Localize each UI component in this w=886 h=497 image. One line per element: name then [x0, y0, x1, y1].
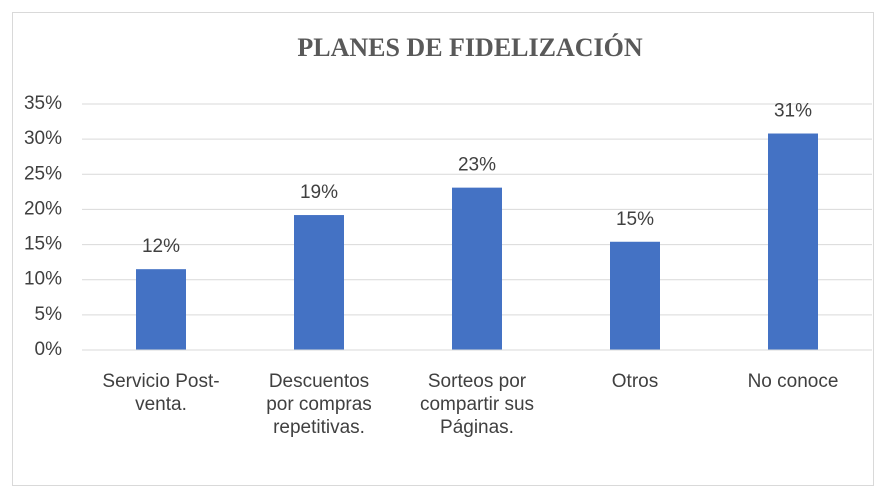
bar — [610, 241, 660, 350]
bar — [768, 133, 818, 350]
y-tick-label: 35% — [24, 93, 62, 114]
chart-border — [12, 12, 874, 486]
y-tick-label: 20% — [24, 198, 62, 219]
y-tick-label: 15% — [24, 234, 62, 255]
y-tick-label: 5% — [35, 304, 63, 325]
data-label: 15% — [616, 209, 654, 230]
y-tick-label: 0% — [35, 339, 63, 360]
data-label: 31% — [774, 101, 812, 122]
x-tick-label: Servicio Post- venta. — [102, 371, 220, 415]
y-tick-label: 10% — [24, 269, 62, 290]
x-tick-label: Sorteos por compartir sus Páginas. — [419, 371, 535, 438]
bar — [452, 187, 502, 350]
x-tick-label: Descuentos por compras repetitivas. — [266, 371, 372, 438]
data-label: 19% — [300, 182, 338, 203]
bar — [136, 269, 186, 350]
y-tick-label: 30% — [24, 128, 62, 149]
x-tick-label: Otros — [611, 371, 659, 392]
chart-title: PLANES DE FIDELIZACIÓN — [297, 33, 643, 62]
data-label: 23% — [458, 155, 496, 176]
bar — [294, 215, 344, 350]
data-label: 12% — [142, 236, 180, 257]
x-tick-label: No conoce — [747, 371, 839, 392]
y-tick-label: 25% — [24, 163, 62, 184]
